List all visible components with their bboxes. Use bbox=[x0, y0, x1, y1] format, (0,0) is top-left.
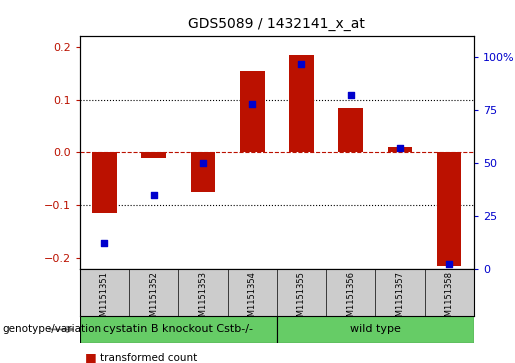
Text: cystatin B knockout Cstb-/-: cystatin B knockout Cstb-/- bbox=[104, 325, 253, 334]
Text: GSM1151351: GSM1151351 bbox=[100, 271, 109, 327]
Bar bbox=[142, 152, 166, 158]
Text: ■: ■ bbox=[85, 351, 97, 363]
Bar bbox=[388, 147, 412, 152]
Point bbox=[347, 93, 355, 98]
Point bbox=[445, 261, 453, 267]
Text: GSM1151356: GSM1151356 bbox=[346, 271, 355, 327]
Bar bbox=[338, 107, 363, 152]
Text: GSM1151353: GSM1151353 bbox=[198, 271, 208, 327]
Title: GDS5089 / 1432141_x_at: GDS5089 / 1432141_x_at bbox=[188, 17, 365, 31]
Point bbox=[149, 192, 158, 197]
Bar bbox=[240, 71, 265, 152]
Text: transformed count: transformed count bbox=[100, 352, 198, 363]
Text: GSM1151352: GSM1151352 bbox=[149, 271, 158, 327]
Text: GSM1151354: GSM1151354 bbox=[248, 271, 256, 327]
Point bbox=[297, 61, 305, 67]
Point bbox=[100, 240, 109, 246]
Bar bbox=[277, 316, 474, 343]
Bar bbox=[289, 55, 314, 152]
Point bbox=[248, 101, 256, 107]
Point bbox=[199, 160, 207, 166]
Text: GSM1151357: GSM1151357 bbox=[396, 271, 404, 327]
Text: genotype/variation: genotype/variation bbox=[3, 325, 101, 334]
Bar bbox=[191, 152, 215, 192]
Bar bbox=[437, 152, 461, 266]
Bar bbox=[80, 316, 277, 343]
Text: GSM1151355: GSM1151355 bbox=[297, 271, 306, 327]
Point bbox=[396, 145, 404, 151]
Text: wild type: wild type bbox=[350, 325, 401, 334]
Text: GSM1151358: GSM1151358 bbox=[444, 271, 454, 327]
Bar bbox=[92, 152, 117, 213]
